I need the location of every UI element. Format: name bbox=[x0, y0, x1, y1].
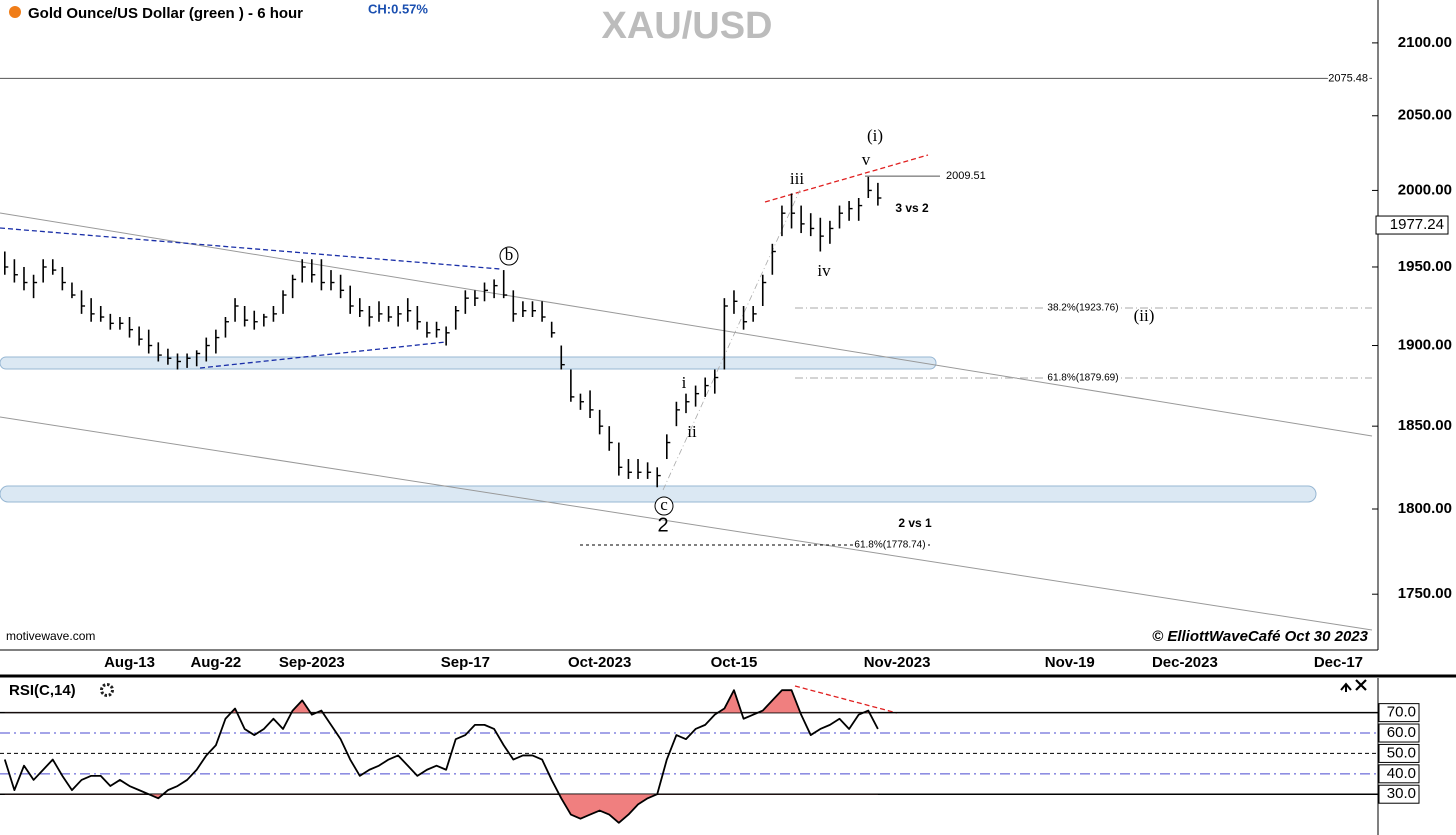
y-tick-label: 1900.00 bbox=[1398, 336, 1452, 353]
settings-icon[interactable] bbox=[100, 683, 114, 697]
x-tick-label: Nov-19 bbox=[1045, 654, 1095, 671]
annotation: b bbox=[505, 245, 514, 264]
change: CH:0.57% bbox=[368, 1, 428, 16]
rsi-tick-label: 70.0 bbox=[1387, 704, 1416, 721]
oversold-fill bbox=[4, 794, 878, 823]
trend-line bbox=[0, 227, 501, 270]
last-price-box bbox=[1375, 215, 1449, 235]
rsi-label-box bbox=[1378, 784, 1420, 804]
support-zone bbox=[0, 356, 937, 370]
annotation: v bbox=[862, 150, 871, 169]
x-tick-label: Oct-15 bbox=[711, 654, 758, 671]
annotation: motivewave.com bbox=[6, 629, 95, 643]
annotation: (ii) bbox=[1134, 306, 1155, 325]
annotation: 3 vs 2 bbox=[895, 201, 929, 215]
rsi-title: RSI(C,14) bbox=[9, 682, 76, 699]
fib-label: 61.8%(1778.74) bbox=[854, 540, 925, 551]
last-price: 1977.24 bbox=[1390, 216, 1444, 233]
rsi-line bbox=[3, 689, 879, 824]
trend-line bbox=[199, 341, 447, 369]
x-tick-label: Aug-13 bbox=[104, 654, 155, 671]
annotation: c bbox=[660, 495, 668, 514]
annotation: ii bbox=[687, 422, 697, 441]
channel-line bbox=[0, 212, 1373, 437]
x-tick-label: Sep-17 bbox=[441, 654, 490, 671]
rsi-tick-label: 50.0 bbox=[1387, 744, 1416, 761]
wave-line bbox=[662, 189, 801, 491]
annotation: iii bbox=[790, 169, 804, 188]
rsi-tick-label: 60.0 bbox=[1387, 724, 1416, 741]
rsi-tick-label: 40.0 bbox=[1387, 765, 1416, 782]
y-tick-label: 1950.00 bbox=[1398, 258, 1452, 275]
annotation: iv bbox=[817, 261, 831, 280]
x-tick-label: Dec-2023 bbox=[1152, 654, 1218, 671]
maximize-icon[interactable] bbox=[1340, 682, 1352, 692]
y-tick-label: 1750.00 bbox=[1398, 585, 1452, 602]
rsi-trend-line bbox=[794, 685, 898, 714]
overbought-fill bbox=[231, 690, 870, 713]
status-dot bbox=[9, 6, 21, 18]
rsi-label-box bbox=[1378, 764, 1420, 784]
close-icon[interactable] bbox=[1355, 679, 1367, 691]
y-tick-label: 2000.00 bbox=[1398, 181, 1452, 198]
y-tick-label: 2050.00 bbox=[1398, 107, 1452, 124]
price-line-label: 2075.48 bbox=[1328, 72, 1368, 84]
x-tick-label: Nov-2023 bbox=[864, 654, 931, 671]
annotation: (i) bbox=[867, 126, 883, 145]
chart-title: Gold Ounce/US Dollar (green ) - 6 hour bbox=[28, 5, 303, 22]
y-tick-label: 2100.00 bbox=[1398, 34, 1452, 51]
annotation: i bbox=[682, 373, 687, 392]
rsi-label-box bbox=[1378, 743, 1420, 763]
rsi-label-box bbox=[1378, 723, 1420, 743]
fib-label: 61.8%(1879.69) bbox=[1047, 373, 1118, 384]
x-tick-label: Aug-22 bbox=[190, 654, 241, 671]
annotation: 2 bbox=[657, 514, 668, 536]
annotation: 2 vs 1 bbox=[898, 516, 932, 530]
annotation: © ElliottWaveCafé Oct 30 2023 bbox=[1152, 628, 1369, 645]
fib-label: 38.2%(1923.76) bbox=[1047, 303, 1118, 314]
y-tick-label: 1800.00 bbox=[1398, 500, 1452, 517]
x-tick-label: Oct-2023 bbox=[568, 654, 631, 671]
rsi-tick-label: 30.0 bbox=[1387, 785, 1416, 802]
watermark: XAU/USD bbox=[601, 5, 772, 47]
rsi-label-box bbox=[1378, 703, 1420, 723]
wave-circle bbox=[654, 496, 674, 516]
x-tick-label: Dec-17 bbox=[1314, 654, 1363, 671]
channel-line bbox=[0, 416, 1373, 631]
y-tick-label: 1850.00 bbox=[1398, 417, 1452, 434]
price-line-label: 2009.51 bbox=[946, 170, 986, 182]
x-tick-label: Sep-2023 bbox=[279, 654, 345, 671]
wave-circle bbox=[499, 246, 519, 266]
